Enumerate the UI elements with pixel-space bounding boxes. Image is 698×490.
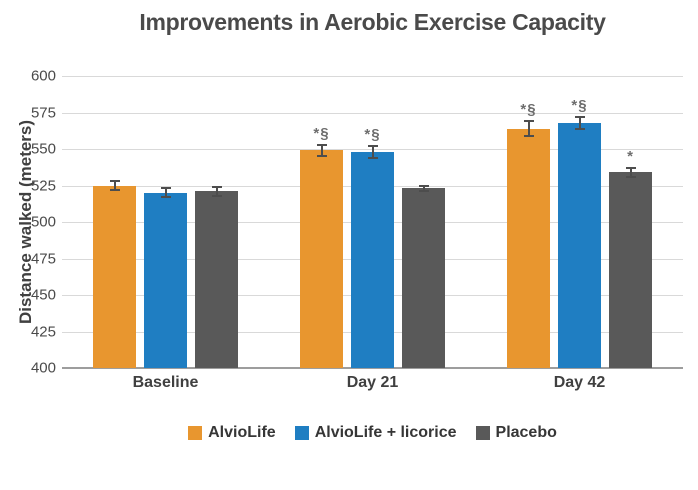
plot-area: *§ *§ *§ *§ * <box>62 76 683 369</box>
x-tick-label-day-21: Day 21 <box>346 374 399 391</box>
y-tick-label: 425 <box>30 323 56 340</box>
bar-alviolife-day-21: *§ <box>300 76 343 368</box>
error-bar-cap <box>367 156 378 159</box>
legend-label: AlvioLife <box>208 424 276 441</box>
legend-swatch <box>475 426 490 440</box>
error-bar-cap <box>109 180 120 183</box>
bar <box>93 185 136 368</box>
error-bar <box>629 168 632 177</box>
significance-annotation: * <box>627 147 634 165</box>
y-axis-ticks: 600 575 550 525 500 475 450 425 400 <box>0 68 56 377</box>
y-tick-label: 400 <box>30 359 56 377</box>
bar-placebo-baseline <box>195 76 238 368</box>
error-bar-cap <box>367 145 378 148</box>
bar <box>558 122 601 368</box>
error-bar-cap <box>574 115 585 118</box>
significance-annotation: *§ <box>313 124 330 142</box>
bar-placebo-day-42: * <box>609 76 652 368</box>
bar <box>507 128 550 368</box>
bar-placebo-day-21 <box>402 76 445 368</box>
error-bar-cap <box>160 187 171 190</box>
x-tick-label-day-42: Day 42 <box>553 374 606 391</box>
error-bar-cap <box>523 134 534 137</box>
error-bar <box>164 188 167 198</box>
x-tick-label-baseline: Baseline <box>132 374 199 391</box>
x-axis-line <box>62 367 683 369</box>
bar-alviolife-baseline <box>93 76 136 368</box>
legend-item-alviolife-licorice: AlvioLife + licorice <box>294 424 457 442</box>
error-bar <box>578 116 581 129</box>
gridline <box>62 76 683 77</box>
significance-annotation: *§ <box>364 126 381 144</box>
error-bar-cap <box>418 190 429 193</box>
legend-label: AlvioLife + licorice <box>314 424 457 441</box>
bar-alviolife-licorice-baseline <box>144 76 187 368</box>
error-bar-cap <box>574 127 585 130</box>
y-tick-label: 450 <box>30 286 56 304</box>
bar-group-baseline <box>62 76 269 368</box>
bar-alviolife-licorice-day-42: *§ <box>558 76 601 368</box>
error-bar-cap <box>211 194 222 197</box>
significance-annotation: *§ <box>520 101 537 119</box>
error-bar-cap <box>523 120 534 123</box>
chart-title: Improvements in Aerobic Exercise Capacit… <box>139 9 606 35</box>
y-tick-label: 575 <box>30 104 56 121</box>
error-bar <box>527 121 530 136</box>
bar-group-day-21: *§ *§ <box>269 76 476 368</box>
bar-alviolife-licorice-day-21: *§ <box>351 76 394 368</box>
gridline <box>62 112 683 114</box>
bar <box>402 188 445 368</box>
y-tick-label: 525 <box>30 177 56 194</box>
legend-swatch <box>188 426 203 440</box>
bar-group-day-42: *§ *§ * <box>476 76 683 368</box>
error-bar <box>320 144 323 157</box>
error-bar <box>113 181 116 190</box>
error-bar <box>371 146 374 158</box>
error-bar-cap <box>211 185 222 188</box>
error-bar <box>215 186 218 196</box>
bar-alviolife-day-42: *§ <box>507 76 550 368</box>
legend: AlvioLife AlvioLife + licorice Placebo <box>62 424 683 442</box>
bar <box>300 150 343 368</box>
error-bar <box>422 185 425 192</box>
error-bar-cap <box>316 143 327 146</box>
significance-annotation: *§ <box>571 96 588 114</box>
y-tick-label: 475 <box>30 250 56 267</box>
error-bar-cap <box>316 155 327 158</box>
error-bar-cap <box>625 175 636 178</box>
legend-label: Placebo <box>495 424 557 441</box>
y-tick-label: 600 <box>30 67 56 85</box>
legend-swatch <box>294 426 309 440</box>
error-bar-cap <box>160 196 171 199</box>
error-bar-cap <box>418 184 429 187</box>
bar <box>351 151 394 368</box>
x-axis-labels: Baseline Day 21 Day 42 <box>62 374 683 392</box>
y-tick-label: 550 <box>30 140 56 158</box>
legend-item-alviolife: AlvioLife <box>188 424 276 442</box>
bar <box>195 191 238 368</box>
error-bar-cap <box>109 188 120 191</box>
legend-item-placebo: Placebo <box>475 424 557 442</box>
bar <box>144 192 187 368</box>
bar <box>609 172 652 368</box>
y-tick-label: 500 <box>30 213 56 231</box>
error-bar-cap <box>625 166 636 169</box>
